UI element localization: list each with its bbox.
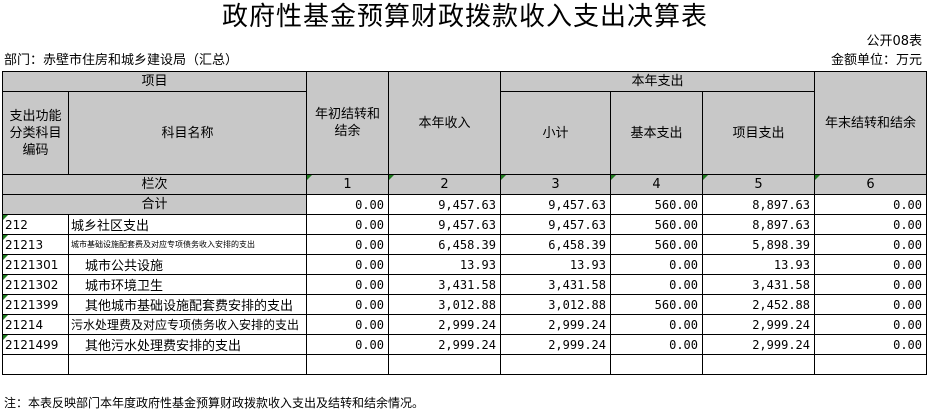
- row-value: 13.93: [500, 254, 611, 275]
- row-value: 6,458.39: [500, 234, 611, 255]
- header-expense: 本年支出: [500, 71, 815, 92]
- total-label: 合计: [2, 194, 307, 215]
- page-title: 政府性基金预算财政拨款收入支出决算表: [221, 2, 708, 32]
- row-value: 0.00: [306, 294, 389, 315]
- row-value: 0.00: [306, 254, 389, 275]
- row-value: 0.00: [306, 234, 389, 255]
- row-value: 560.00: [610, 214, 703, 235]
- row-value: 2,999.24: [388, 314, 501, 335]
- column-index: 2: [388, 174, 501, 195]
- table-row: 21213 城市基础设施配套费及对应专项债务收入安排的支出 0.00 6,458.39…: [2, 234, 927, 255]
- row-value: 6,458.39: [388, 234, 501, 255]
- row-value: 0.00: [306, 274, 389, 295]
- row-value: 0.00: [610, 274, 703, 295]
- table-row: 212 城乡社区支出 0.00 9,457.63 9,457.63 560.00 8,897…: [2, 214, 927, 235]
- total-row: 合计 0.00 9,457.63 9,457.63 560.00 8,897.6…: [2, 194, 927, 215]
- row-value: 5,898.39: [702, 234, 815, 255]
- row-value: 2,452.88: [702, 294, 815, 315]
- row-value: 0.00: [814, 214, 927, 235]
- row-value: 0.00: [306, 314, 389, 335]
- column-index: 3: [500, 174, 611, 195]
- header-project: 项目支出: [702, 91, 815, 175]
- column-index: 4: [610, 174, 703, 195]
- header-basic: 基本支出: [610, 91, 703, 175]
- row-value: 13.93: [388, 254, 501, 275]
- row-value: 3,012.88: [500, 294, 611, 315]
- row-value: 0.00: [814, 334, 927, 355]
- row-value: 3,012.88: [388, 294, 501, 315]
- table-row: 2121499 其他污水处理费安排的支出 0.00 2,999.24 2,999.24 0…: [2, 334, 927, 355]
- row-name: 其他城市基础设施配套费安排的支出: [68, 294, 307, 315]
- row-value: 9,457.63: [388, 214, 501, 235]
- total-value: 0.00: [306, 194, 389, 215]
- total-value: 9,457.63: [388, 194, 501, 215]
- row-name: 城市公共设施: [68, 254, 307, 275]
- header-item: 项目: [2, 71, 307, 92]
- unit-label: 金额单位：万元: [830, 53, 922, 68]
- row-value: 3,431.58: [702, 274, 815, 295]
- row-value: 0.00: [814, 254, 927, 275]
- row-code: 2121399: [2, 294, 69, 315]
- table-row: 2121302 城市环境卫生 0.00 3,431.58 3,431.58 0.00 3,4…: [2, 274, 927, 295]
- empty-row: [2, 354, 927, 375]
- header-income: 本年收入: [388, 71, 501, 175]
- row-value: 560.00: [610, 294, 703, 315]
- row-value: 0.00: [306, 214, 389, 235]
- row-value: 0.00: [814, 294, 927, 315]
- row-name: 其他污水处理费安排的支出: [68, 334, 307, 355]
- total-value: 9,457.63: [500, 194, 611, 215]
- header-begin-balance: 年初结转和结余: [306, 71, 389, 175]
- row-value: 3,431.58: [388, 274, 501, 295]
- row-code: 212: [2, 214, 69, 235]
- column-index: 5: [702, 174, 815, 195]
- column-index: 6: [814, 174, 927, 195]
- row-value: 13.93: [702, 254, 815, 275]
- budget-table: 项目 年初结转和结余 本年收入 本年支出 年末结转和结余 支出功能分类科目编码 …: [2, 71, 927, 375]
- row-value: 0.00: [814, 314, 927, 335]
- table-row: 2121301 城市公共设施 0.00 13.93 13.93 0.00 13.93 0.00: [2, 254, 927, 275]
- row-name: 城乡社区支出: [68, 214, 307, 235]
- row-name: 城市环境卫生: [68, 274, 307, 295]
- header-name: 科目名称: [68, 91, 307, 175]
- row-value: 2,999.24: [702, 314, 815, 335]
- table-number: 公开08表: [866, 34, 922, 49]
- row-value: 2,999.24: [500, 314, 611, 335]
- row-value: 560.00: [610, 234, 703, 255]
- row-name: 污水处理费及对应专项债务收入安排的支出: [68, 314, 307, 335]
- row-value: 0.00: [306, 334, 389, 355]
- row-value: 2,999.24: [500, 334, 611, 355]
- row-code: 21214: [2, 314, 69, 335]
- row-value: 2,999.24: [388, 334, 501, 355]
- header-code: 支出功能分类科目编码: [2, 91, 69, 175]
- footnote: 注：本表反映部门本年度政府性基金预算财政拨款收入支出及结转和结余情况。: [4, 396, 425, 410]
- row-name: 城市基础设施配套费及对应专项债务收入安排的支出: [68, 234, 307, 255]
- column-index-label: 栏次: [2, 174, 307, 195]
- row-value: 9,457.63: [500, 214, 611, 235]
- department-label: 部门：赤壁市住房和城乡建设局（汇总）: [4, 53, 239, 68]
- row-value: 0.00: [814, 274, 927, 295]
- header-end-balance: 年末结转和结余: [814, 71, 927, 175]
- row-value: 0.00: [610, 334, 703, 355]
- total-value: 0.00: [814, 194, 927, 215]
- row-code: 2121499: [2, 334, 69, 355]
- row-value: 2,999.24: [702, 334, 815, 355]
- row-code: 21213: [2, 234, 69, 255]
- row-value: 3,431.58: [500, 274, 611, 295]
- header-subtotal: 小计: [500, 91, 611, 175]
- total-value: 8,897.63: [702, 194, 815, 215]
- row-code: 2121301: [2, 254, 69, 275]
- row-value: 0.00: [610, 314, 703, 335]
- table-row: 21214 污水处理费及对应专项债务收入安排的支出 0.00 2,999.24 2,99…: [2, 314, 927, 335]
- row-value: 0.00: [610, 254, 703, 275]
- table-row: 2121399 其他城市基础设施配套费安排的支出 0.00 3,012.88 3,012…: [2, 294, 927, 315]
- total-value: 560.00: [610, 194, 703, 215]
- row-code: 2121302: [2, 274, 69, 295]
- row-value: 8,897.63: [702, 214, 815, 235]
- column-index: 1: [306, 174, 389, 195]
- row-value: 0.00: [814, 234, 927, 255]
